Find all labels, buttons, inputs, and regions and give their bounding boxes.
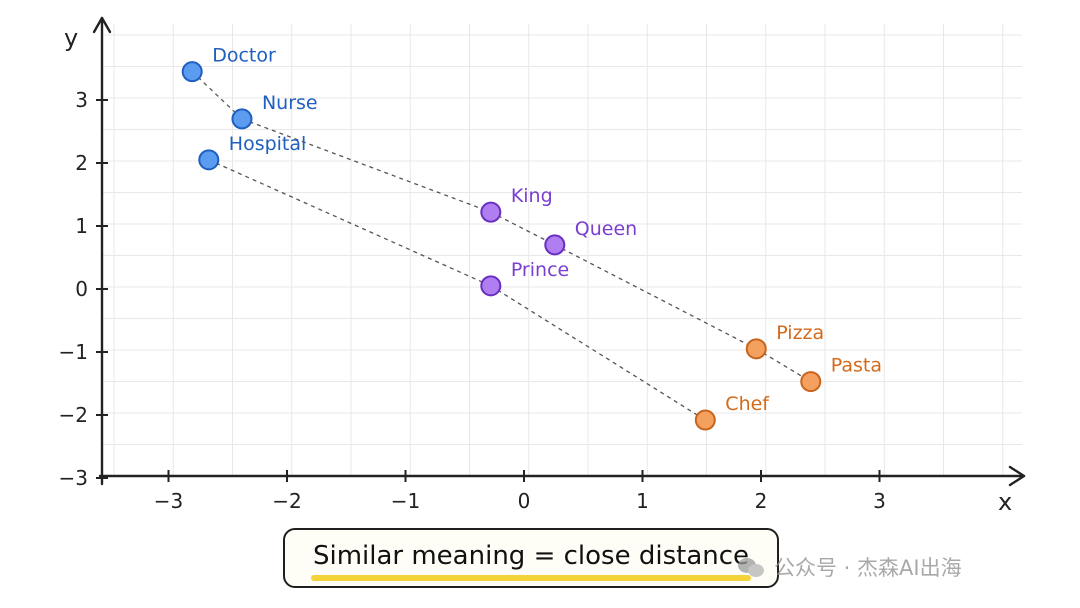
point-doctor [181,61,203,83]
axes: x y [64,16,1026,516]
caption-box: Similar meaning = close distance [283,528,779,588]
point-label-pasta: Pasta [831,355,882,377]
caption-text: Similar meaning = close distance [312,541,750,571]
y-tick-label: 2 [75,151,88,175]
point-pizza [745,338,767,360]
y-tick-label: −1 [59,340,88,364]
point-label-king: King [511,185,553,207]
connections [191,71,812,421]
point-chef [694,409,716,431]
point-label-queen: Queen [575,218,637,240]
point-queen [544,234,566,256]
x-tick-label: 3 [873,489,886,513]
point-pasta [800,371,822,393]
point-label-prince: Prince [511,259,569,281]
y-axis-title: y [64,24,78,52]
point-label-doctor: Doctor [212,45,276,67]
x-tick-label: −3 [154,489,183,513]
connection-line [490,285,706,421]
connection-line [208,159,492,287]
x-tick-label: −2 [272,489,301,513]
caption-underline [311,575,751,581]
point-king [480,201,502,223]
x-tick-label: −1 [391,489,420,513]
watermark: 公众号 · 杰森AI出海 [738,552,962,582]
point-label-chef: Chef [725,393,770,415]
x-tick-label: 0 [518,489,531,513]
connection-line [490,211,556,246]
x-axis-arrow [1008,465,1026,487]
y-tick-label: 0 [75,277,88,301]
connection-line [755,348,812,383]
point-nurse [231,108,253,130]
y-tick-label: −2 [59,403,88,427]
points: Doctor Nurse Hospital King Queen Prince Pizza P… [181,45,882,431]
point-prince [480,275,502,297]
x-tick-label: 1 [636,489,649,513]
point-label-pizza: Pizza [776,322,824,344]
y-tick-label: 3 [75,88,88,112]
x-axis-title: x [998,488,1012,516]
ticks: −3 −2 −1 0 1 2 3 −3 −2 −1 0 1 2 3 [59,88,886,513]
point-label-hospital: Hospital [229,133,307,155]
wechat-icon [738,556,766,578]
watermark-text: 公众号 · 杰森AI出海 [774,556,962,580]
y-tick-label: 1 [75,214,88,238]
point-hospital [198,149,220,171]
connection-line [554,244,757,350]
grid [102,24,1022,477]
point-label-nurse: Nurse [262,92,318,114]
y-tick-label: −3 [59,466,88,490]
x-tick-label: 2 [755,489,768,513]
connection-line [191,71,243,120]
y-axis-arrow [92,16,112,34]
